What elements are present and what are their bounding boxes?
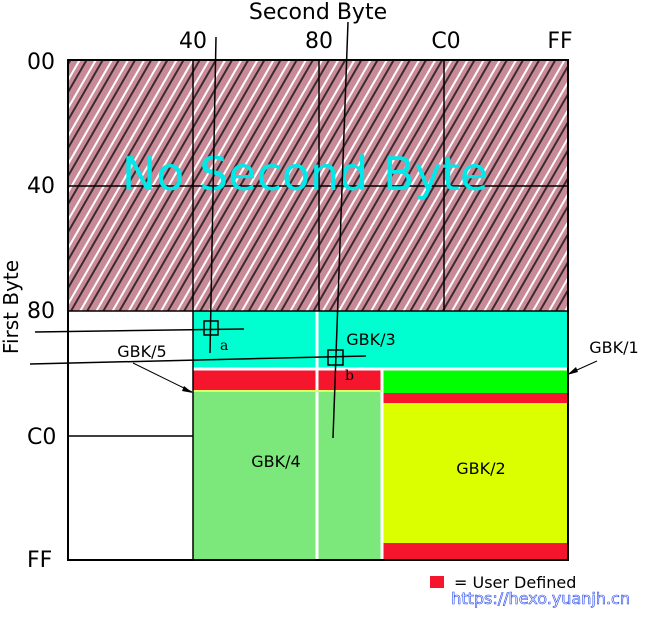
marker-b-box xyxy=(327,349,344,366)
diagram-title: Second Byte xyxy=(249,0,387,25)
x-tick-c0: C0 xyxy=(431,29,460,54)
gbk2-label: GBK/2 xyxy=(456,459,505,478)
marker-a-horizontal-line xyxy=(34,328,245,333)
gbk1-region xyxy=(383,369,567,393)
y-tick-00: 00 xyxy=(27,50,55,75)
diagram-frame xyxy=(67,59,569,561)
gbk4-label: GBK/4 xyxy=(251,452,300,471)
gbk2-region xyxy=(383,403,567,543)
marker-b-horizontal-line xyxy=(29,355,367,365)
legend-text: = User Defined xyxy=(454,573,576,592)
x-tick-ff: FF xyxy=(547,29,572,54)
x-tick-40: 40 xyxy=(179,29,207,54)
gbk5-callout-line xyxy=(132,362,193,393)
y-tick-ff: FF xyxy=(27,548,52,573)
legend-swatch xyxy=(430,576,444,588)
gbk1-callout-arrowhead xyxy=(567,367,578,375)
gbk4-region xyxy=(193,390,382,559)
y-tick-80: 80 xyxy=(27,299,55,324)
marker-a-vertical-line xyxy=(209,36,217,354)
gbk5-label: GBK/5 xyxy=(117,342,166,361)
y-tick-c0: C0 xyxy=(27,425,56,450)
gbk1-label: GBK/1 xyxy=(589,338,638,357)
no-second-byte-text: No Second Byte xyxy=(122,147,488,201)
x-tick-80: 80 xyxy=(305,29,333,54)
gbk2-user-defined-top xyxy=(383,393,567,403)
gbk2-user-defined-bottom xyxy=(383,543,567,559)
marker-b-label: b xyxy=(345,368,354,384)
marker-a-box xyxy=(203,320,219,336)
marker-b-vertical-line xyxy=(332,21,349,439)
gbk3-label: GBK/3 xyxy=(346,330,395,349)
gbk5-callout-arrowhead xyxy=(182,386,193,393)
marker-a-label: a xyxy=(220,338,228,354)
y-tick-40: 40 xyxy=(27,174,55,199)
watermark-text: https://hexo.yuanjh.cn xyxy=(451,589,630,608)
y-axis-label: First Byte xyxy=(0,260,23,354)
